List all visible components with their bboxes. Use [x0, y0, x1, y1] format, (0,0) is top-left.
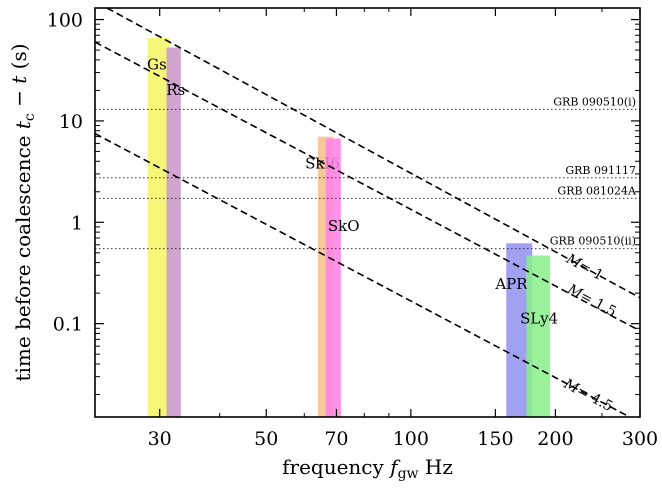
bands-layer: GsRsSkI6SkOAPRSLy4 [147, 37, 558, 418]
grb-label-grb-090510-ii: GRB 090510(ii) [550, 235, 636, 248]
band-label-rs: Rs [166, 81, 185, 99]
x-tick-label-300: 300 [622, 428, 658, 450]
mass-line-1 [106, 8, 640, 299]
y-tick-label-1: 1 [71, 212, 83, 234]
y-axis-label: time before coalescence tc − t (s) [7, 43, 38, 381]
x-tick-label-50: 50 [254, 428, 278, 450]
band-sko [325, 138, 341, 417]
x-tick-label-200: 200 [537, 428, 573, 450]
band-rs [166, 47, 181, 418]
band-label-gs: Gs [147, 56, 167, 74]
mass-label-2: M= 1.5 [564, 281, 619, 320]
plot-frame [94, 7, 641, 418]
grb-label-grb-090510-i: GRB 090510(i) [553, 95, 636, 108]
mass-label-1: M= 1 [563, 251, 606, 284]
band-sly4 [526, 255, 551, 417]
y-tick-label-2: 10 [59, 111, 83, 133]
mass-line-3 [95, 132, 632, 417]
y-tick-label-3: 100 [47, 10, 83, 32]
grb-label-grb-091117: GRB 091117 [565, 164, 636, 177]
grb-lines-layer: GRB 090510(i) GRB 091117 GRB 081024A GRB 09… [95, 95, 640, 250]
x-tick-label-30: 30 [148, 428, 172, 450]
band-label-apr: APR [494, 275, 528, 293]
y-tick-label-0: 0.1 [53, 314, 83, 336]
x-axis-label: frequency fgw Hz [282, 455, 453, 482]
x-tick-label-70: 70 [324, 428, 348, 450]
band-gs [147, 37, 170, 418]
x-tick-label-150: 150 [477, 428, 513, 450]
ticks-layer: 30 50 70 100 150 200 300 0.1 1 10 100 [47, 8, 658, 450]
band-label-sko: SkO [328, 217, 360, 235]
mass-line-2 [95, 41, 640, 332]
grb-label-grb-081024a: GRB 081024A [557, 184, 637, 197]
x-tick-label-100: 100 [393, 428, 429, 450]
mass-label-3: M= 4.5 [560, 376, 615, 415]
band-label-sly4: SLy4 [520, 310, 558, 328]
